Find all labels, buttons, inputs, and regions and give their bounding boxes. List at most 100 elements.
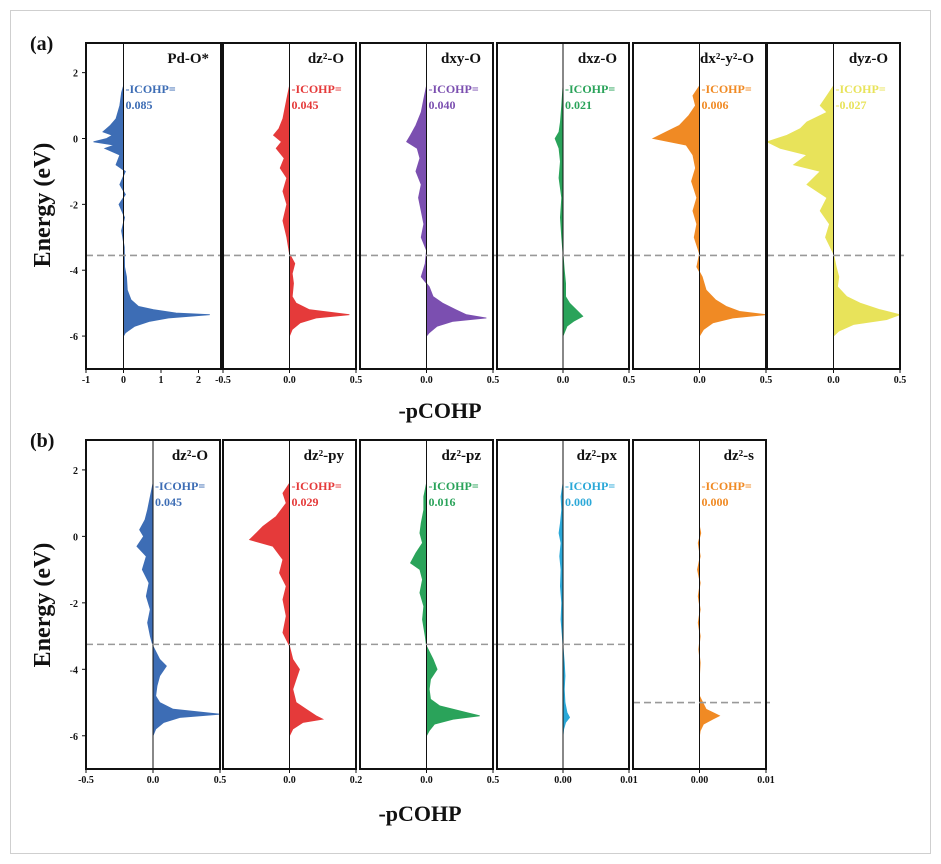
- panel-title: dxz-O: [578, 51, 617, 67]
- icohp-label: -ICOHP=: [565, 82, 615, 96]
- panel-title: dz²-O: [172, 448, 208, 464]
- chart-panel-a-0: Pd-O* -ICOHP= 0.085 -1 0 1 2 2 0 -2 -4 -6: [70, 42, 225, 386]
- x-tick-label: 0.5: [487, 775, 500, 786]
- icohp-value: 0.000: [702, 495, 729, 509]
- pcohp-area: [93, 85, 210, 338]
- panel-border: [85, 42, 222, 370]
- icohp-label: -ICOHP=: [292, 479, 342, 493]
- x-tick-label: 0.0: [283, 775, 296, 786]
- y-tick-label: 0: [73, 532, 78, 543]
- x-tick-label: 0.0: [147, 775, 160, 786]
- panel-title: dz²-O: [308, 51, 344, 67]
- pcohp-area: [409, 483, 480, 736]
- pcohp-area: [558, 483, 571, 736]
- panel-title: dz²-py: [304, 448, 345, 464]
- icohp-value: 0.006: [702, 98, 729, 112]
- figure-frame: [10, 10, 931, 854]
- y-tick-label: -4: [70, 665, 78, 676]
- chart-panel-b-9: dz²-px -ICOHP= 0.000 0.00 0.01: [496, 439, 638, 786]
- x-tick-label: 1: [159, 375, 164, 386]
- icohp-value: 0.045: [155, 495, 182, 509]
- chart-panel-a-3: dxz-O -ICOHP= 0.021 0.0 0.5: [496, 42, 636, 386]
- icohp-label: -ICOHP=: [126, 82, 176, 96]
- icohp-value: 0.085: [126, 98, 153, 112]
- y-axis-label-a: Energy (eV): [30, 143, 56, 268]
- panel-title: dz²-px: [577, 448, 618, 464]
- y-axis-label-b: Energy (eV): [30, 543, 56, 668]
- icohp-value: 0.021: [565, 98, 592, 112]
- icohp-label: -ICOHP=: [429, 82, 479, 96]
- pcohp-area: [697, 526, 721, 736]
- x-tick-label: 0.5: [760, 375, 773, 386]
- y-tick-label: -2: [70, 200, 78, 211]
- y-tick-label: 0: [73, 134, 78, 145]
- y-tick-label: 2: [73, 69, 78, 80]
- x-tick-label: 0.5: [214, 775, 227, 786]
- x-tick-label: -0.5: [78, 775, 94, 786]
- x-tick-label: 0: [121, 375, 126, 386]
- panel-b-label: (b): [30, 430, 54, 452]
- y-tick-label: -4: [70, 266, 78, 277]
- x-tick-label: 2: [196, 375, 201, 386]
- icohp-label: -ICOHP=: [702, 82, 752, 96]
- x-tick-label: 0.0: [420, 775, 433, 786]
- x-tick-label: -0.5: [215, 375, 231, 386]
- y-tick-label: -2: [70, 599, 78, 610]
- pcohp-area: [651, 84, 767, 338]
- icohp-value: 0.016: [429, 495, 456, 509]
- icohp-label: -ICOHP=: [292, 82, 342, 96]
- x-tick-label: 0.5: [894, 375, 907, 386]
- panels-group: Pd-O* -ICOHP= 0.085 -1 0 1 2 2 0 -2 -4 -6 dz²-O -ICOH…: [70, 42, 907, 786]
- y-tick-label: -6: [70, 332, 78, 343]
- x-tick-label: 0.5: [487, 375, 500, 386]
- chart-panel-a-5: dyz-O -ICOHP= -0.027 0.0 0.5: [765, 42, 907, 386]
- x-tick-label: -1: [82, 375, 90, 386]
- chart-panel-b-7: dz²-py -ICOHP= 0.029 0.0 0.2: [222, 439, 363, 786]
- chart-panel-a-1: dz²-O -ICOHP= 0.045 -0.5 0.0 0.5: [215, 42, 363, 386]
- x-tick-label: 0.2: [350, 775, 363, 786]
- x-tick-label: 0.0: [557, 375, 570, 386]
- pcohp-area: [248, 481, 325, 736]
- icohp-value: 0.045: [292, 98, 319, 112]
- x-tick-label: 0.0: [693, 375, 706, 386]
- panel-title: dz²-pz: [442, 448, 482, 464]
- panel-a-label: (a): [30, 33, 53, 55]
- icohp-label: -ICOHP=: [155, 479, 205, 493]
- x-tick-label: 0.0: [420, 375, 433, 386]
- x-tick-label: 0.5: [350, 375, 363, 386]
- x-tick-label: 0.01: [757, 775, 775, 786]
- icohp-value: 0.040: [429, 98, 456, 112]
- panel-title: Pd-O*: [167, 51, 209, 67]
- pcohp-area: [136, 483, 221, 736]
- pcohp-area: [272, 85, 350, 337]
- x-tick-label: 0.00: [691, 775, 709, 786]
- panel-title: dz²-s: [724, 448, 754, 464]
- panel-title: dx²-y²-O: [700, 51, 754, 67]
- icohp-label: -ICOHP=: [565, 479, 615, 493]
- pcohp-area: [554, 85, 584, 337]
- chart-panel-b-10: dz²-s -ICOHP= 0.000 0.00 0.01: [632, 439, 775, 786]
- x-tick-label: 0.0: [283, 375, 296, 386]
- x-tick-label: 0.01: [620, 775, 638, 786]
- x-tick-label: 0.00: [554, 775, 572, 786]
- x-axis-label-a: -pCOHP: [398, 398, 481, 423]
- x-tick-label: 0.0: [827, 375, 840, 386]
- icohp-value: 0.000: [565, 495, 592, 509]
- icohp-value: 0.029: [292, 495, 319, 509]
- chart-panel-a-2: dxy-O -ICOHP= 0.040 0.0 0.5: [359, 42, 500, 386]
- icohp-label: -ICOHP=: [429, 479, 479, 493]
- icohp-label: -ICOHP=: [702, 479, 752, 493]
- icohp-value: -0.027: [836, 98, 867, 112]
- x-axis-label-b: -pCOHP: [378, 801, 461, 826]
- icohp-label: -ICOHP=: [836, 82, 886, 96]
- x-tick-label: 0.5: [623, 375, 636, 386]
- panel-title: dyz-O: [849, 51, 888, 67]
- y-tick-label: -6: [70, 732, 78, 743]
- chart-panel-b-6: dz²-O -ICOHP= 0.045 -0.5 0.0 0.5 2 0 -2 -4 -6: [70, 439, 227, 786]
- chart-panel-a-4: dx²-y²-O -ICOHP= 0.006 0.0 0.5: [632, 42, 773, 386]
- panel-title: dxy-O: [441, 51, 481, 67]
- y-tick-label: 2: [73, 466, 78, 477]
- pcohp-area: [406, 85, 487, 338]
- chart-panel-b-8: dz²-pz -ICOHP= 0.016 0.0 0.5: [359, 439, 500, 786]
